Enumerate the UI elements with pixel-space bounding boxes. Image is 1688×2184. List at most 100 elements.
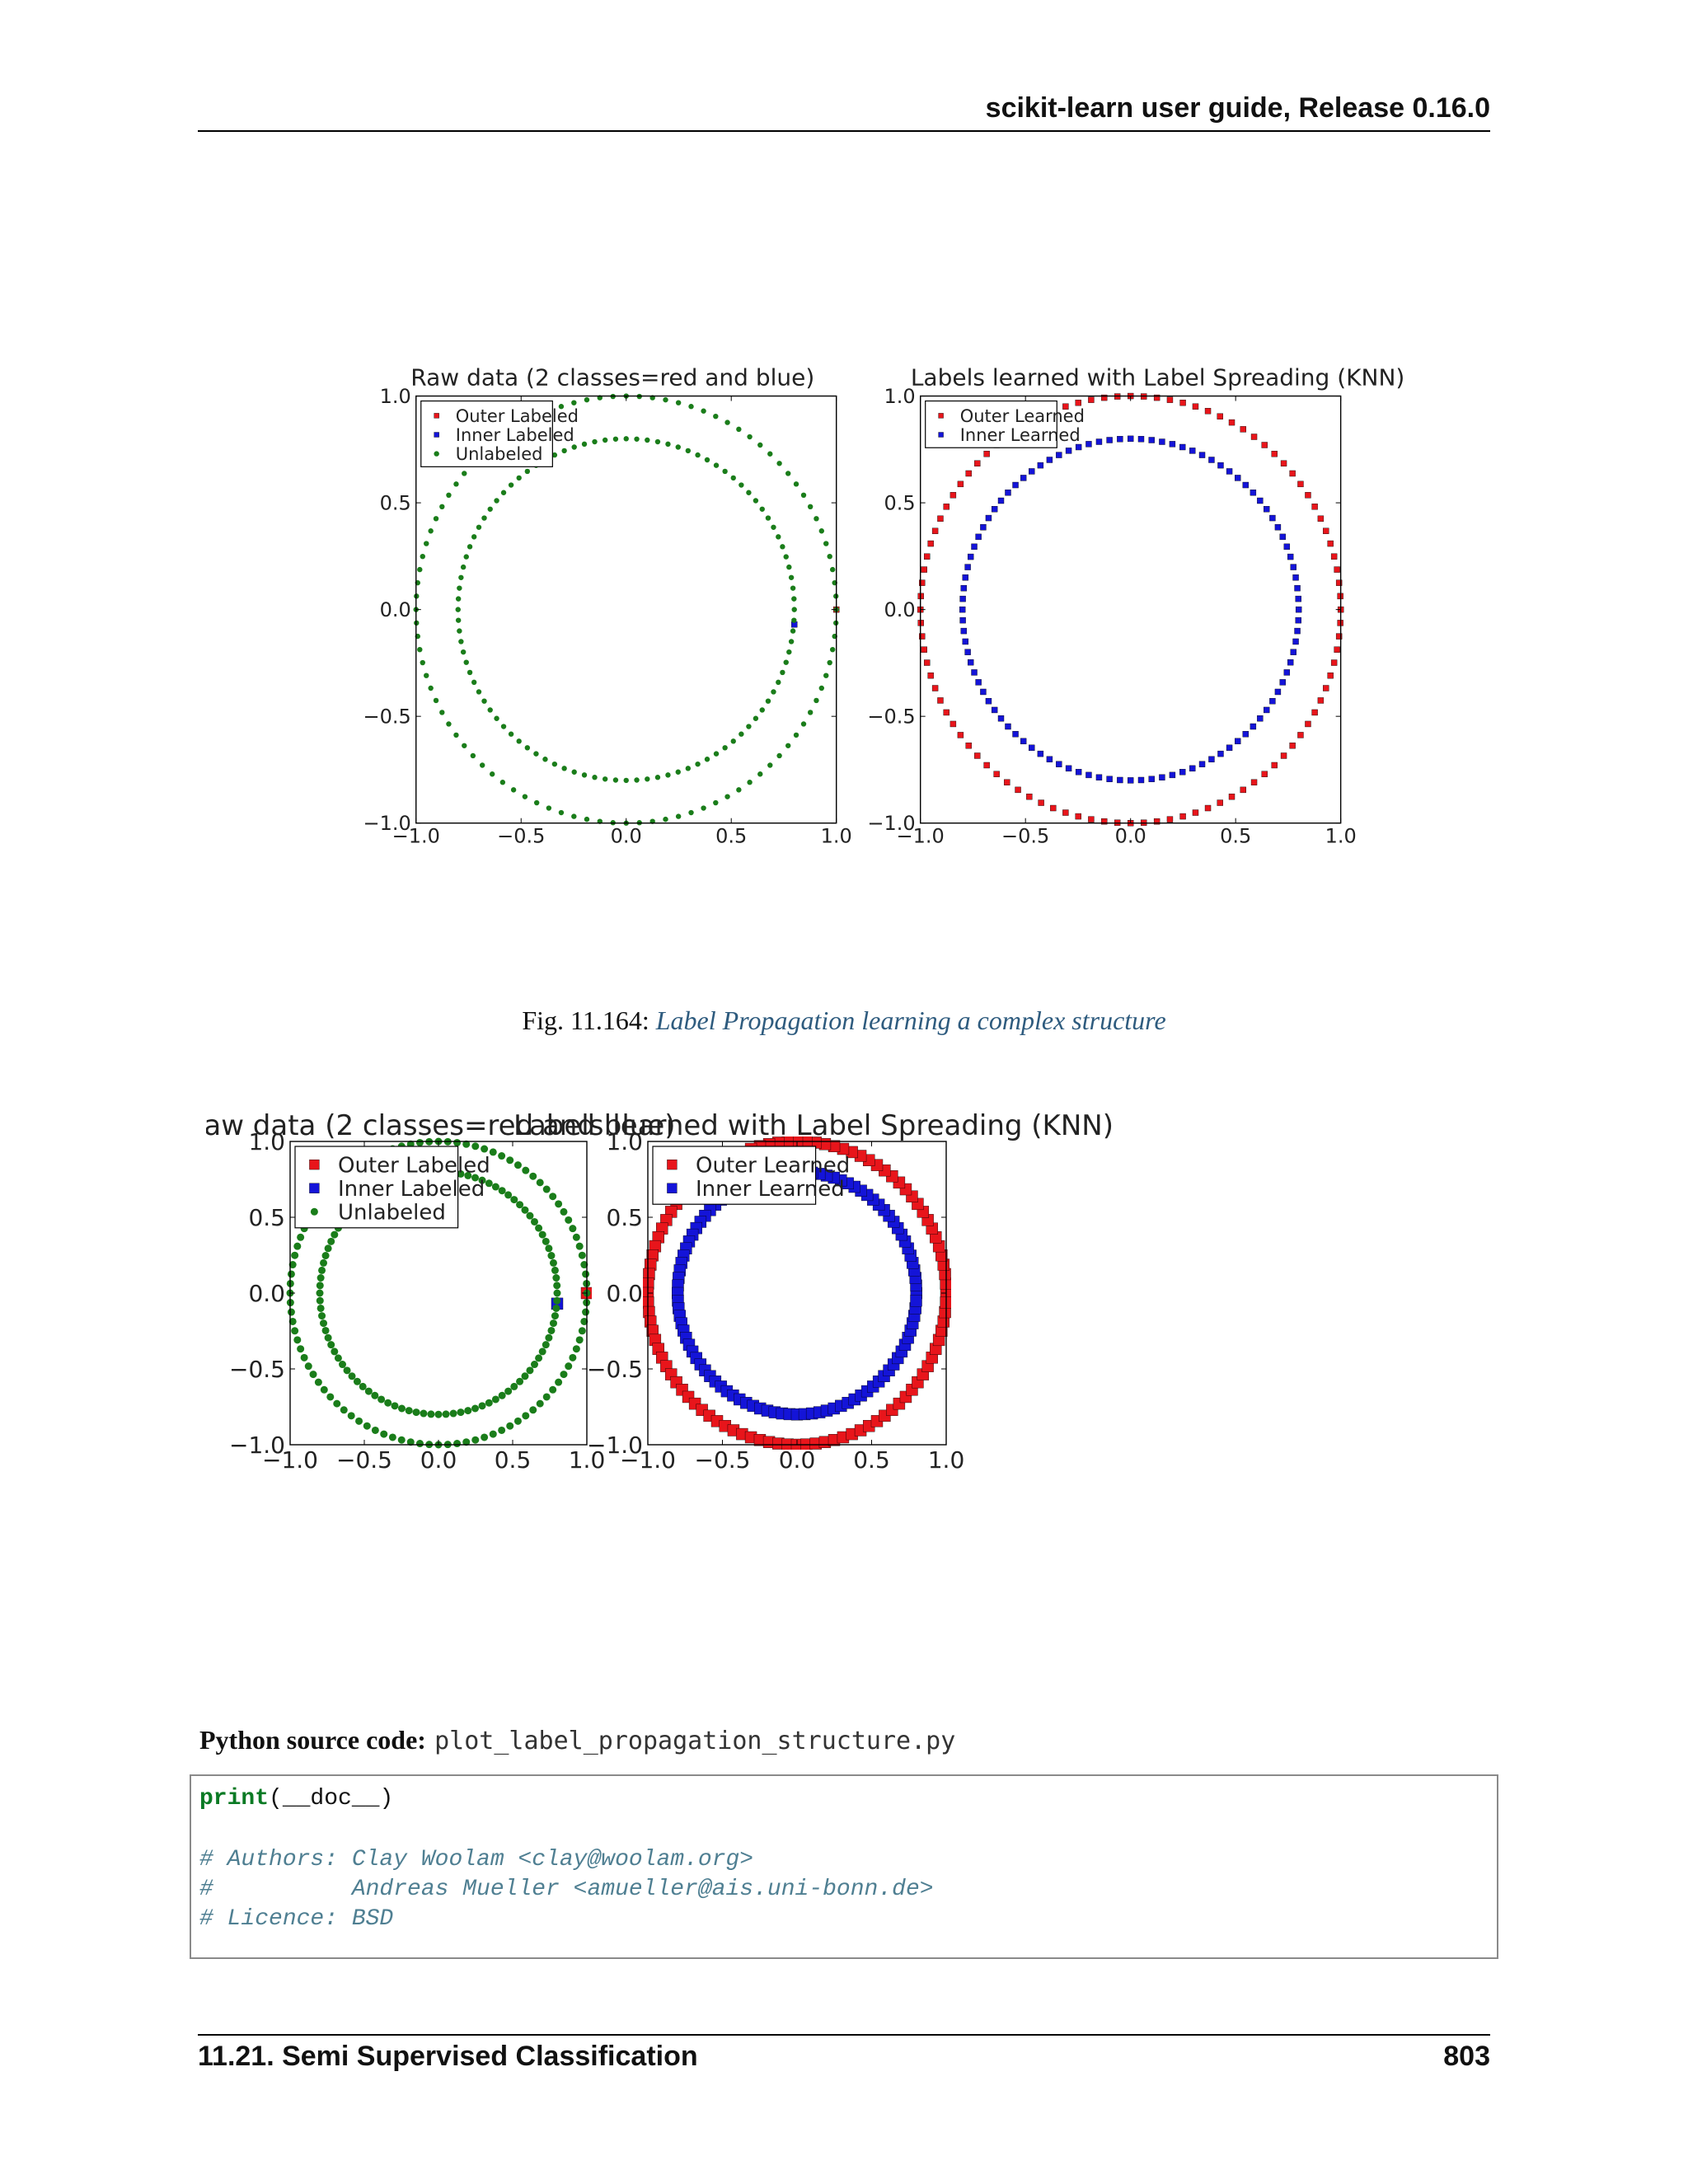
data-point-unlabeled <box>785 743 791 748</box>
data-point-outer-learned <box>1075 813 1081 820</box>
data-point-unlabeled <box>767 762 773 768</box>
data-point-unlabeled <box>580 1261 588 1269</box>
data-point-unlabeled <box>320 1385 328 1394</box>
data-point-unlabeled <box>581 772 588 778</box>
data-point-outer-learned <box>957 480 964 488</box>
data-point-unlabeled <box>561 766 567 771</box>
data-point-unlabeled <box>807 504 814 510</box>
data-point-unlabeled <box>457 1408 465 1417</box>
data-point-outer-learned <box>1305 492 1311 499</box>
data-point-unlabeled <box>814 697 819 704</box>
data-point-inner-learned <box>1217 462 1224 469</box>
data-point-unlabeled <box>558 809 565 816</box>
code-text: (__doc__) <box>269 1786 394 1811</box>
data-point-inner-learned <box>1169 771 1176 779</box>
data-point-unlabeled <box>565 1362 573 1371</box>
data-point-unlabeled <box>827 553 832 560</box>
data-point-unlabeled <box>439 504 445 510</box>
data-point-unlabeled <box>776 534 781 540</box>
data-point-unlabeled <box>398 1404 406 1413</box>
data-point-unlabeled <box>476 689 482 695</box>
data-point-unlabeled <box>321 1252 330 1260</box>
data-point-unlabeled <box>428 528 434 534</box>
data-point-outer-learned <box>957 732 964 738</box>
data-point-unlabeled <box>471 1404 479 1413</box>
data-point-unlabeled <box>785 471 791 476</box>
data-point-inner-learned <box>1085 771 1092 779</box>
data-point-inner-learned <box>959 616 966 624</box>
data-point-unlabeled <box>499 780 506 785</box>
data-point-unlabeled <box>415 1440 424 1448</box>
data-point-unlabeled <box>572 1345 580 1353</box>
data-point-unlabeled <box>788 639 795 644</box>
data-point-unlabeled <box>355 1417 363 1425</box>
data-point-outer-learned <box>919 579 926 586</box>
data-point-unlabeled <box>551 1312 559 1320</box>
data-point-unlabeled <box>485 1399 493 1407</box>
data-point-unlabeled <box>575 1242 584 1250</box>
data-point-unlabeled <box>759 506 765 512</box>
data-point-outer-learned <box>965 470 972 477</box>
data-point-unlabeled <box>506 1156 514 1165</box>
data-point-unlabeled <box>460 649 467 655</box>
x-tick-label: −1.0 <box>620 1446 676 1474</box>
data-point-unlabeled <box>487 506 493 512</box>
data-point-unlabeled <box>453 1440 462 1448</box>
data-point-outer-learned <box>1050 804 1057 812</box>
data-point-outer-learned <box>1192 809 1199 816</box>
legend-label: Inner Learned <box>960 425 1081 445</box>
data-point-unlabeled <box>730 738 736 744</box>
data-point-outer-learned <box>1166 396 1174 403</box>
data-point-inner-learned <box>1106 437 1113 443</box>
data-point-unlabeled <box>439 710 445 715</box>
data-point-unlabeled <box>327 1237 335 1245</box>
data-point-outer-learned <box>1289 743 1296 749</box>
data-point-unlabeled <box>780 669 785 676</box>
data-point-outer-learned <box>1327 672 1334 679</box>
data-point-unlabeled <box>504 1191 513 1199</box>
data-point-unlabeled <box>634 777 640 783</box>
legend-box <box>294 1146 459 1229</box>
legend-label: Outer Learned <box>960 406 1085 426</box>
data-point-inner-learned <box>1117 436 1123 443</box>
data-point-unlabeled <box>487 707 493 713</box>
data-point-outer-learned <box>1327 540 1334 547</box>
data-point-unlabeled <box>508 482 514 488</box>
figure-group: Raw data (2 classes=red and blue)−1.0−1.… <box>206 1109 1114 1474</box>
data-point-unlabeled <box>359 1382 367 1390</box>
data-point-unlabeled <box>291 1251 299 1259</box>
data-point-unlabeled <box>807 710 814 715</box>
data-point-inner-learned <box>1292 574 1299 581</box>
data-point-unlabeled <box>663 396 668 403</box>
data-point-unlabeled <box>675 400 682 405</box>
data-point-unlabeled <box>364 1387 373 1395</box>
caption-title-link[interactable]: Label Propagation learning a complex str… <box>655 1005 1166 1035</box>
data-point-unlabeled <box>326 1393 335 1401</box>
data-point-inner-learned <box>1065 765 1072 772</box>
data-point-inner-learned <box>1234 738 1241 745</box>
figure-top: Raw data (2 classes=red and blue)−1.0−1.… <box>363 363 1404 848</box>
data-point-unlabeled <box>738 731 744 737</box>
data-point-inner-learned <box>1290 564 1296 570</box>
data-point-outer-learned <box>1250 779 1258 785</box>
data-point-unlabeled <box>790 628 796 634</box>
data-point-unlabeled <box>555 1378 563 1386</box>
data-point-unlabeled <box>571 769 577 775</box>
data-point-inner-learned <box>1046 457 1053 463</box>
data-point-unlabeled <box>481 698 487 704</box>
data-point-unlabeled <box>297 1233 305 1241</box>
data-point-inner-learned <box>1257 497 1264 504</box>
data-point-outer-learned <box>1101 394 1108 401</box>
data-point-unlabeled <box>757 771 763 777</box>
data-point-inner-learned <box>960 584 968 592</box>
data-point-unlabeled <box>722 745 728 751</box>
data-point-outer-learned <box>1297 480 1304 488</box>
data-point-inner-learned <box>1117 776 1123 784</box>
data-point-unlabeled <box>510 787 517 793</box>
data-point-unlabeled <box>823 673 829 678</box>
data-point-unlabeled <box>776 679 781 686</box>
data-point-inner-learned <box>1075 443 1082 451</box>
code-line-licence: # Licence: BSD <box>199 1906 394 1932</box>
data-point-inner-learned <box>1274 524 1282 531</box>
x-tick-label: 0.5 <box>1220 825 1251 848</box>
